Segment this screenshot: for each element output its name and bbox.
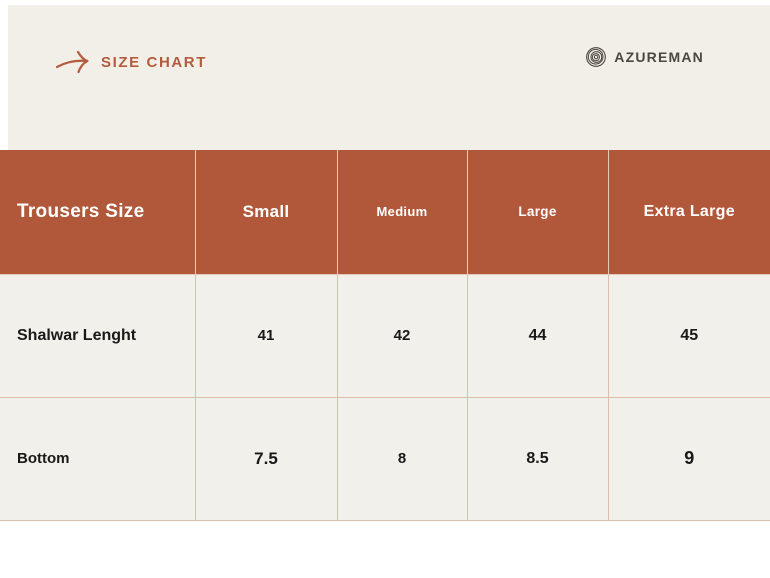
column-header-small: Small <box>194 150 338 275</box>
brand-name: AZUREMAN <box>614 49 704 65</box>
cell-shalwar-small: 41 <box>194 273 338 398</box>
cell-bottom-extra-large: 9 <box>607 396 770 521</box>
size-chart-heading: SIZE CHART <box>55 47 207 77</box>
spiral-logo-icon <box>586 47 607 67</box>
brand-logo: AZUREMAN <box>585 46 704 68</box>
header-panel: SIZE CHART AZUREMAN <box>8 5 770 150</box>
table-row-bottom: Bottom 7.5 8 8.5 9 <box>0 396 770 521</box>
table-row-shalwar-lenght: Shalwar Lenght 41 42 44 45 <box>0 273 770 398</box>
cell-bottom-small: 7.5 <box>194 396 338 521</box>
arrow-right-icon <box>55 50 89 74</box>
page-title: SIZE CHART <box>101 53 207 71</box>
column-header-medium: Medium <box>336 150 468 275</box>
cell-shalwar-medium: 42 <box>336 273 468 398</box>
size-chart-table: Trousers Size Small Medium Large Extra L… <box>0 150 770 521</box>
table-header-row: Trousers Size Small Medium Large Extra L… <box>0 150 770 275</box>
column-header-large: Large <box>466 150 609 275</box>
cell-bottom-medium: 8 <box>336 396 468 521</box>
column-header-extra-large: Extra Large <box>607 150 770 275</box>
cell-bottom-large: 8.5 <box>466 396 609 521</box>
column-header-trousers-size: Trousers Size <box>0 150 196 275</box>
cell-shalwar-extra-large: 45 <box>607 273 770 398</box>
row-label-bottom: Bottom <box>0 396 196 521</box>
row-label-shalwar-lenght: Shalwar Lenght <box>0 273 196 398</box>
cell-shalwar-large: 44 <box>466 273 609 398</box>
